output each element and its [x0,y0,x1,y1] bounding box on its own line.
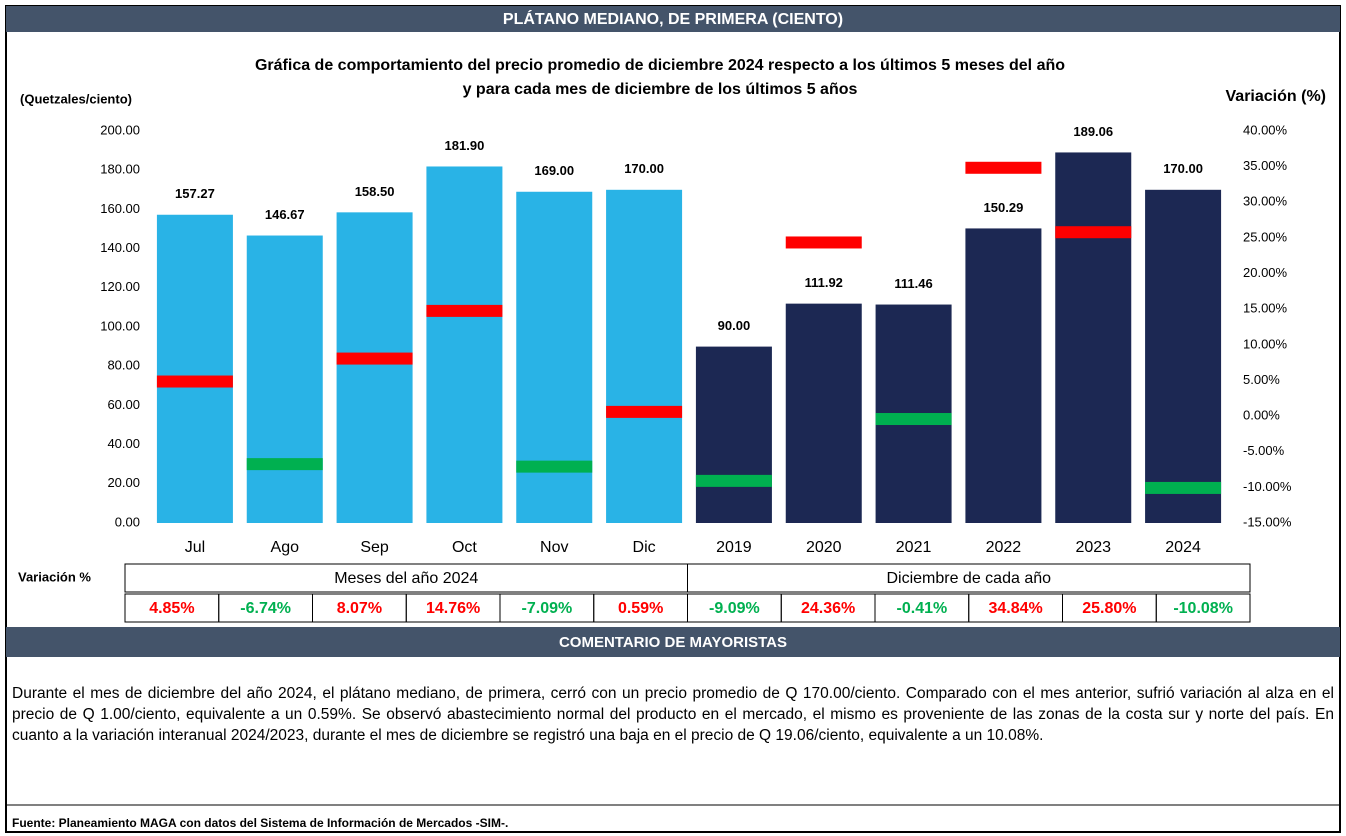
y-tick-label: 140.00 [100,240,140,255]
bar [1145,189,1222,524]
y2-tick-label: 10.00% [1243,336,1288,351]
x-tick-label: Dic [633,539,656,556]
bar [426,166,503,523]
bar [156,214,233,523]
variation-marker [875,413,952,426]
bar [695,346,772,523]
bar [336,212,413,523]
y-tick-label: 40.00 [107,436,140,451]
variation-label: 0.59% [618,600,663,617]
y2-tick-label: -10.00% [1243,479,1292,494]
comment: Durante el mes de diciembre del año 2024… [12,685,1334,744]
bar [1055,152,1132,524]
variation-marker [785,236,862,249]
y2-tick-label: 35.00% [1243,158,1288,173]
bar-value-label: 157.27 [175,186,215,201]
y2-tick-label: -15.00% [1243,514,1292,529]
bar-value-label: 170.00 [624,161,664,176]
variation-label: -10.08% [1173,600,1233,617]
x-tick-label: Sep [360,539,389,556]
y2-tick-label: 15.00% [1243,301,1288,316]
y-tick-label: 120.00 [100,279,140,294]
variation-cell [1155,593,1251,623]
chart-title: y para cada mes de diciembre de los últi… [463,81,858,98]
variation-marker [516,460,593,473]
y-tick-label: 100.00 [100,318,140,333]
y2-tick-label: -5.00% [1243,443,1285,458]
variation-marker [606,405,683,418]
bar-value-label: 181.90 [445,138,485,153]
bar [785,303,862,523]
variation-marker [965,161,1042,174]
bar-value-label: 170.00 [1163,161,1203,176]
bar-value-label: 111.46 [894,276,932,291]
variation-marker [246,458,323,471]
variation-marker [336,352,413,365]
header-bar [6,6,1340,32]
bar [516,191,593,523]
variation-marker [695,474,772,487]
group-cell [687,563,1251,593]
variation-label: 8.07% [337,600,382,617]
bar [606,189,683,524]
source: Fuente: Planeamiento MAGA con datos del … [12,816,508,830]
header-title: PLÁTANO MEDIANO, DE PRIMERA (CIENTO) [503,9,843,28]
x-tick-label: Oct [452,539,477,556]
variation-label: -6.74% [240,600,291,617]
bar-value-label: 189.06 [1073,124,1113,139]
x-tick-label: 2021 [896,539,932,556]
y-tick-label: 0.00 [115,514,140,529]
bar-value-label: 169.00 [534,163,574,178]
x-tick-label: 2023 [1075,539,1111,556]
variation-label: 34.84% [988,600,1042,617]
bar-value-label: 158.50 [355,184,395,199]
x-tick-label: Nov [540,539,568,556]
y2-tick-label: 0.00% [1243,408,1280,423]
y-tick-label: 180.00 [100,162,140,177]
y2-tick-label: 25.00% [1243,229,1288,244]
y2-tick-label: 40.00% [1243,122,1288,137]
x-tick-label: Ago [271,539,300,556]
y-tick-label: 160.00 [100,201,140,216]
bar [246,235,323,523]
x-tick-label: 2019 [716,539,752,556]
x-tick-label: Jul [185,539,205,556]
variation-label: 4.85% [149,600,194,617]
comment-bar [6,627,1340,657]
y-tick-label: 80.00 [107,358,140,373]
comment-header: COMENTARIO DE MAYORISTAS [559,634,787,651]
x-tick-label: 2022 [986,539,1022,556]
y-axis-label: (Quetzales/ciento) [20,91,132,106]
bar-value-label: 146.67 [265,207,305,222]
bar-value-label: 150.29 [984,200,1024,215]
variation-marker [1055,226,1132,239]
variation-marker [1145,481,1222,494]
variation-marker [156,375,233,388]
variation-label: 14.76% [426,600,480,617]
variation-label: -9.09% [709,600,760,617]
variation-label: 25.80% [1082,600,1136,617]
variation-label: 24.36% [801,600,855,617]
x-tick-label: 2020 [806,539,842,556]
y2-tick-label: 5.00% [1243,372,1280,387]
table-label: Variación % [18,569,91,584]
y-tick-label: 20.00 [107,475,140,490]
y2-tick-label: 20.00% [1243,265,1288,280]
variation-label: -7.09% [522,600,573,617]
variation-marker [426,304,503,317]
group-label: Diciembre de cada año [886,570,1051,587]
bar-value-label: 90.00 [718,318,751,333]
x-tick-label: 2024 [1165,539,1201,556]
bar [965,228,1042,524]
variation-label: -0.41% [897,600,948,617]
y2-tick-label: 30.00% [1243,194,1288,209]
chart-title: Gráfica de comportamiento del precio pro… [255,57,1065,74]
group-label: Meses del año 2024 [334,570,478,587]
y-tick-label: 60.00 [107,397,140,412]
y-tick-label: 200.00 [100,122,140,137]
y2-axis-label: Variación (%) [1226,88,1326,105]
bar-value-label: 111.92 [805,275,843,290]
